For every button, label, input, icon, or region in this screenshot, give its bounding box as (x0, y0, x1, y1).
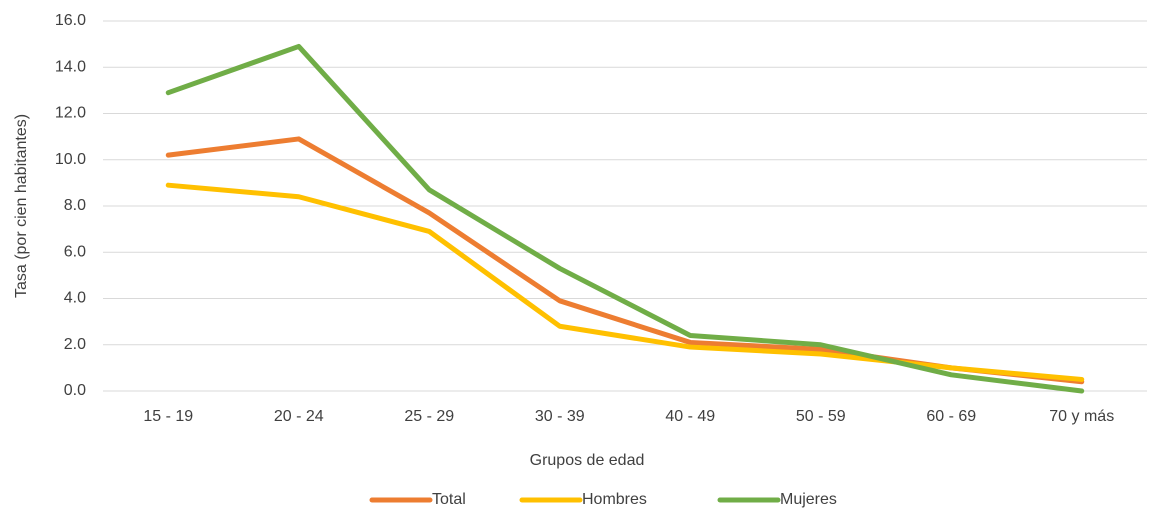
line-series (165, 43, 1085, 394)
x-tick-label: 40 - 49 (665, 408, 715, 425)
y-tick-label: 4.0 (64, 290, 86, 307)
y-tick-label: 10.0 (55, 151, 86, 168)
legend-label: Total (432, 491, 466, 508)
y-tick-label: 14.0 (55, 58, 86, 75)
y-tick-label: 8.0 (64, 197, 86, 214)
x-tick-label: 15 - 19 (143, 408, 193, 425)
x-tick-label: 70 y más (1049, 408, 1114, 425)
y-tick-label: 12.0 (55, 105, 86, 122)
x-tick-label: 50 - 59 (796, 408, 846, 425)
x-tick-label: 20 - 24 (274, 408, 324, 425)
x-axis-label: Grupos de edad (530, 452, 645, 469)
legend-label: Mujeres (780, 491, 837, 508)
y-tick-label: 16.0 (55, 12, 86, 29)
y-tick-label: 2.0 (64, 336, 86, 353)
line-series (165, 182, 1085, 382)
y-tick-label: 6.0 (64, 243, 86, 260)
line-series (165, 136, 1085, 385)
y-tick-label: 0.0 (64, 382, 86, 399)
x-tick-label: 30 - 39 (535, 408, 585, 425)
legend-label: Hombres (582, 491, 647, 508)
y-axis-label: Tasa (por cien habitantes) (13, 114, 30, 298)
x-tick-label: 60 - 69 (926, 408, 976, 425)
x-tick-label: 25 - 29 (404, 408, 454, 425)
